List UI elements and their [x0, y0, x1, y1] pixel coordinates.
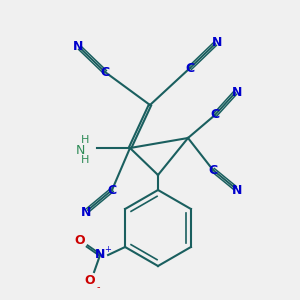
Text: N: N [81, 206, 91, 218]
Text: O: O [85, 274, 95, 287]
Text: C: C [208, 164, 217, 176]
Text: N: N [95, 248, 105, 262]
Text: O: O [75, 235, 86, 248]
Text: C: C [107, 184, 117, 196]
Text: +: + [105, 244, 112, 253]
Text: N: N [73, 40, 83, 52]
Text: H: H [81, 155, 89, 165]
Text: C: C [210, 109, 220, 122]
Text: N: N [75, 143, 85, 157]
Text: C: C [185, 61, 195, 74]
Text: H: H [81, 135, 89, 145]
Text: N: N [232, 184, 242, 196]
Text: C: C [100, 65, 109, 79]
Text: N: N [212, 35, 222, 49]
Text: -: - [96, 282, 100, 292]
Text: N: N [232, 85, 242, 98]
